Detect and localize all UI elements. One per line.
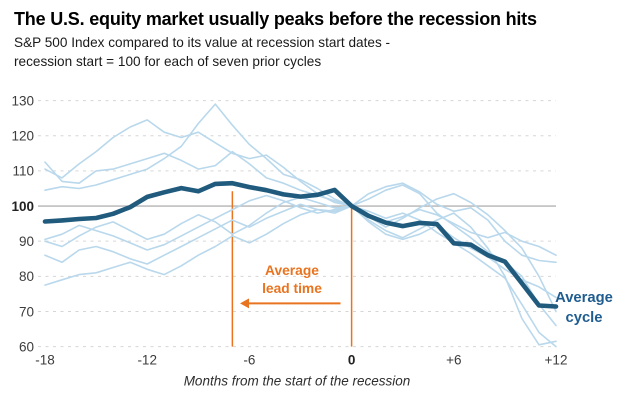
average-cycle-label-line2: cycle xyxy=(565,310,602,326)
y-tick-label: 100 xyxy=(11,199,34,214)
y-tick-label: 90 xyxy=(19,234,34,249)
cycle-line xyxy=(44,194,557,348)
y-tick-label: 70 xyxy=(19,304,34,319)
average-line xyxy=(42,180,559,309)
y-tick-label: 130 xyxy=(11,93,34,108)
average-cycle-label-line1: Average xyxy=(555,290,613,306)
cycle-line xyxy=(44,103,557,256)
cycle-line xyxy=(44,119,557,264)
lead-time-label-line1: Average xyxy=(265,263,319,278)
chart-subtitle-line1: S&P 500 Index compared to its value at r… xyxy=(14,35,391,50)
cycle-line xyxy=(44,150,557,299)
cycle-line xyxy=(44,205,557,346)
x-tick-label: -12 xyxy=(137,353,157,368)
lead-time-label-line2: lead time xyxy=(262,281,322,296)
chart-svg: 130 120 110 100 90 80 70 60 Average lead time -18 -… xyxy=(11,93,613,389)
y-tick-label: 80 xyxy=(19,269,34,284)
x-tick-label: 0 xyxy=(348,353,356,368)
x-tick-label: +6 xyxy=(446,353,461,368)
chart-subtitle-line2: recession start = 100 for each of seven … xyxy=(14,53,322,69)
lead-time-arrowhead xyxy=(240,298,250,309)
x-tick-label: -6 xyxy=(243,353,255,368)
x-tick-label: -18 xyxy=(35,353,55,368)
x-axis-title: Months from the start of the recession xyxy=(184,374,411,389)
chart-title: The U.S. equity market usually peaks bef… xyxy=(14,9,537,29)
x-tick-label: +12 xyxy=(545,353,568,368)
chart-header: The U.S. equity market usually peaks bef… xyxy=(14,8,624,71)
y-tick-label: 60 xyxy=(19,339,34,354)
y-tick-label: 120 xyxy=(11,129,34,144)
y-tick-label: 110 xyxy=(12,164,34,179)
cycle-line xyxy=(44,184,557,327)
chart-subtitle: S&P 500 Index compared to its value at r… xyxy=(14,34,624,71)
